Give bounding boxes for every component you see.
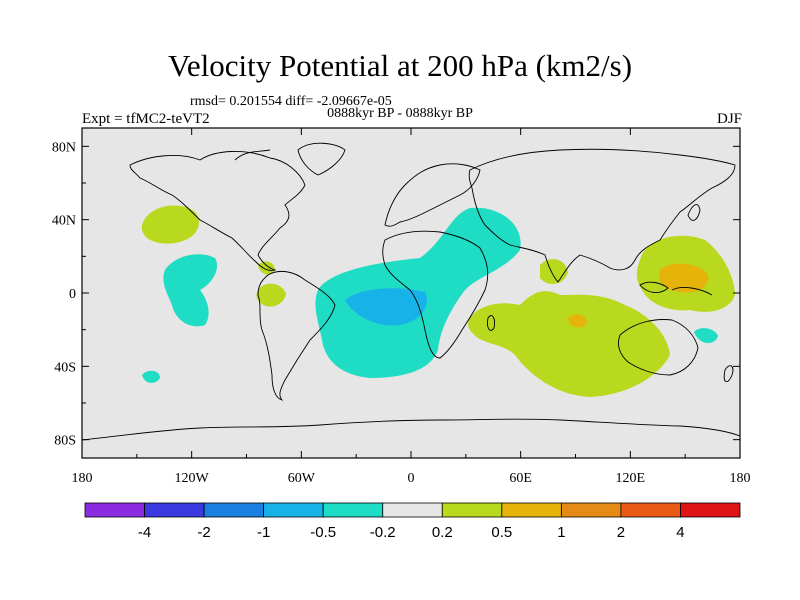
contour-pos-central-america	[258, 261, 275, 275]
x-axis: 180 120W 60W 0 60E 120E 180	[72, 128, 751, 486]
x-tick-label: 180	[730, 471, 751, 486]
colorbar-swatch-10	[680, 502, 741, 518]
contour-pos-core-pacific	[659, 263, 709, 293]
colorbar-label: -1	[257, 524, 270, 541]
y-tick-label: 0	[69, 287, 76, 302]
contour-neg-core-atlantic	[345, 288, 428, 326]
colorbar: -4 -2 -1 -0.5 -0.2 0.2 0.5 1 2 4	[84, 502, 741, 541]
colorbar-label: -2	[197, 524, 210, 541]
contour-pos-south-america-west	[256, 283, 286, 307]
y-tick-label: 80N	[52, 140, 76, 155]
colorbar-label: 4	[676, 524, 684, 541]
y-tick-label: 80S	[54, 434, 76, 449]
y-tick-label: 40S	[54, 360, 76, 375]
plot-title: Velocity Potential at 200 hPa (km2/s)	[167, 48, 633, 83]
colorbar-label: -0.5	[310, 524, 336, 541]
colorbar-swatch-3	[263, 502, 324, 518]
contour-neg-east-pacific-north	[163, 254, 218, 327]
colorbar-label: -4	[138, 524, 151, 541]
x-tick-label: 120W	[175, 471, 210, 486]
contour-fill-layer	[82, 142, 740, 441]
colorbar-swatch-9	[620, 502, 681, 518]
colorbar-swatch-7	[501, 502, 562, 518]
y-axis: 80N 40N 0 40S 80S	[52, 140, 740, 449]
colorbar-swatch-4	[322, 502, 384, 518]
y-tick-label: 40N	[52, 214, 76, 229]
coastlines	[82, 142, 740, 441]
colorbar-swatch-6	[441, 502, 503, 518]
contour-pos-north-pacific	[141, 205, 199, 244]
x-tick-label: 180	[72, 471, 93, 486]
colorbar-swatch-8	[560, 502, 622, 518]
colorbar-swatch-0	[84, 502, 145, 518]
x-tick-label: 60W	[288, 471, 316, 486]
x-tick-label: 120E	[616, 471, 646, 486]
season-label: DJF	[716, 111, 742, 127]
colorbar-swatch-1	[144, 502, 205, 518]
contour-neg-australia-east	[694, 328, 718, 344]
contour-pos-core-indian	[568, 314, 587, 328]
colorbar-label: 0.2	[432, 524, 453, 541]
x-tick-label: 60E	[509, 471, 532, 486]
period-text: 0888kyr BP - 0888kyr BP	[327, 106, 473, 121]
colorbar-swatch-5	[382, 502, 443, 518]
contour-pos-indian-ocean	[468, 291, 670, 397]
colorbar-label: -0.2	[370, 524, 396, 541]
contour-neg-south-pacific	[142, 370, 160, 383]
colorbar-label: 2	[617, 524, 625, 541]
stats-text: rmsd= 0.201554 diff= -2.09667e-05	[190, 94, 392, 109]
colorbar-label: 1	[557, 524, 565, 541]
colorbar-swatch-2	[203, 502, 265, 518]
colorbar-label: 0.5	[491, 524, 512, 541]
x-tick-label: 0	[408, 471, 415, 486]
experiment-label: Expt = tfMC2-teVT2	[82, 111, 210, 127]
